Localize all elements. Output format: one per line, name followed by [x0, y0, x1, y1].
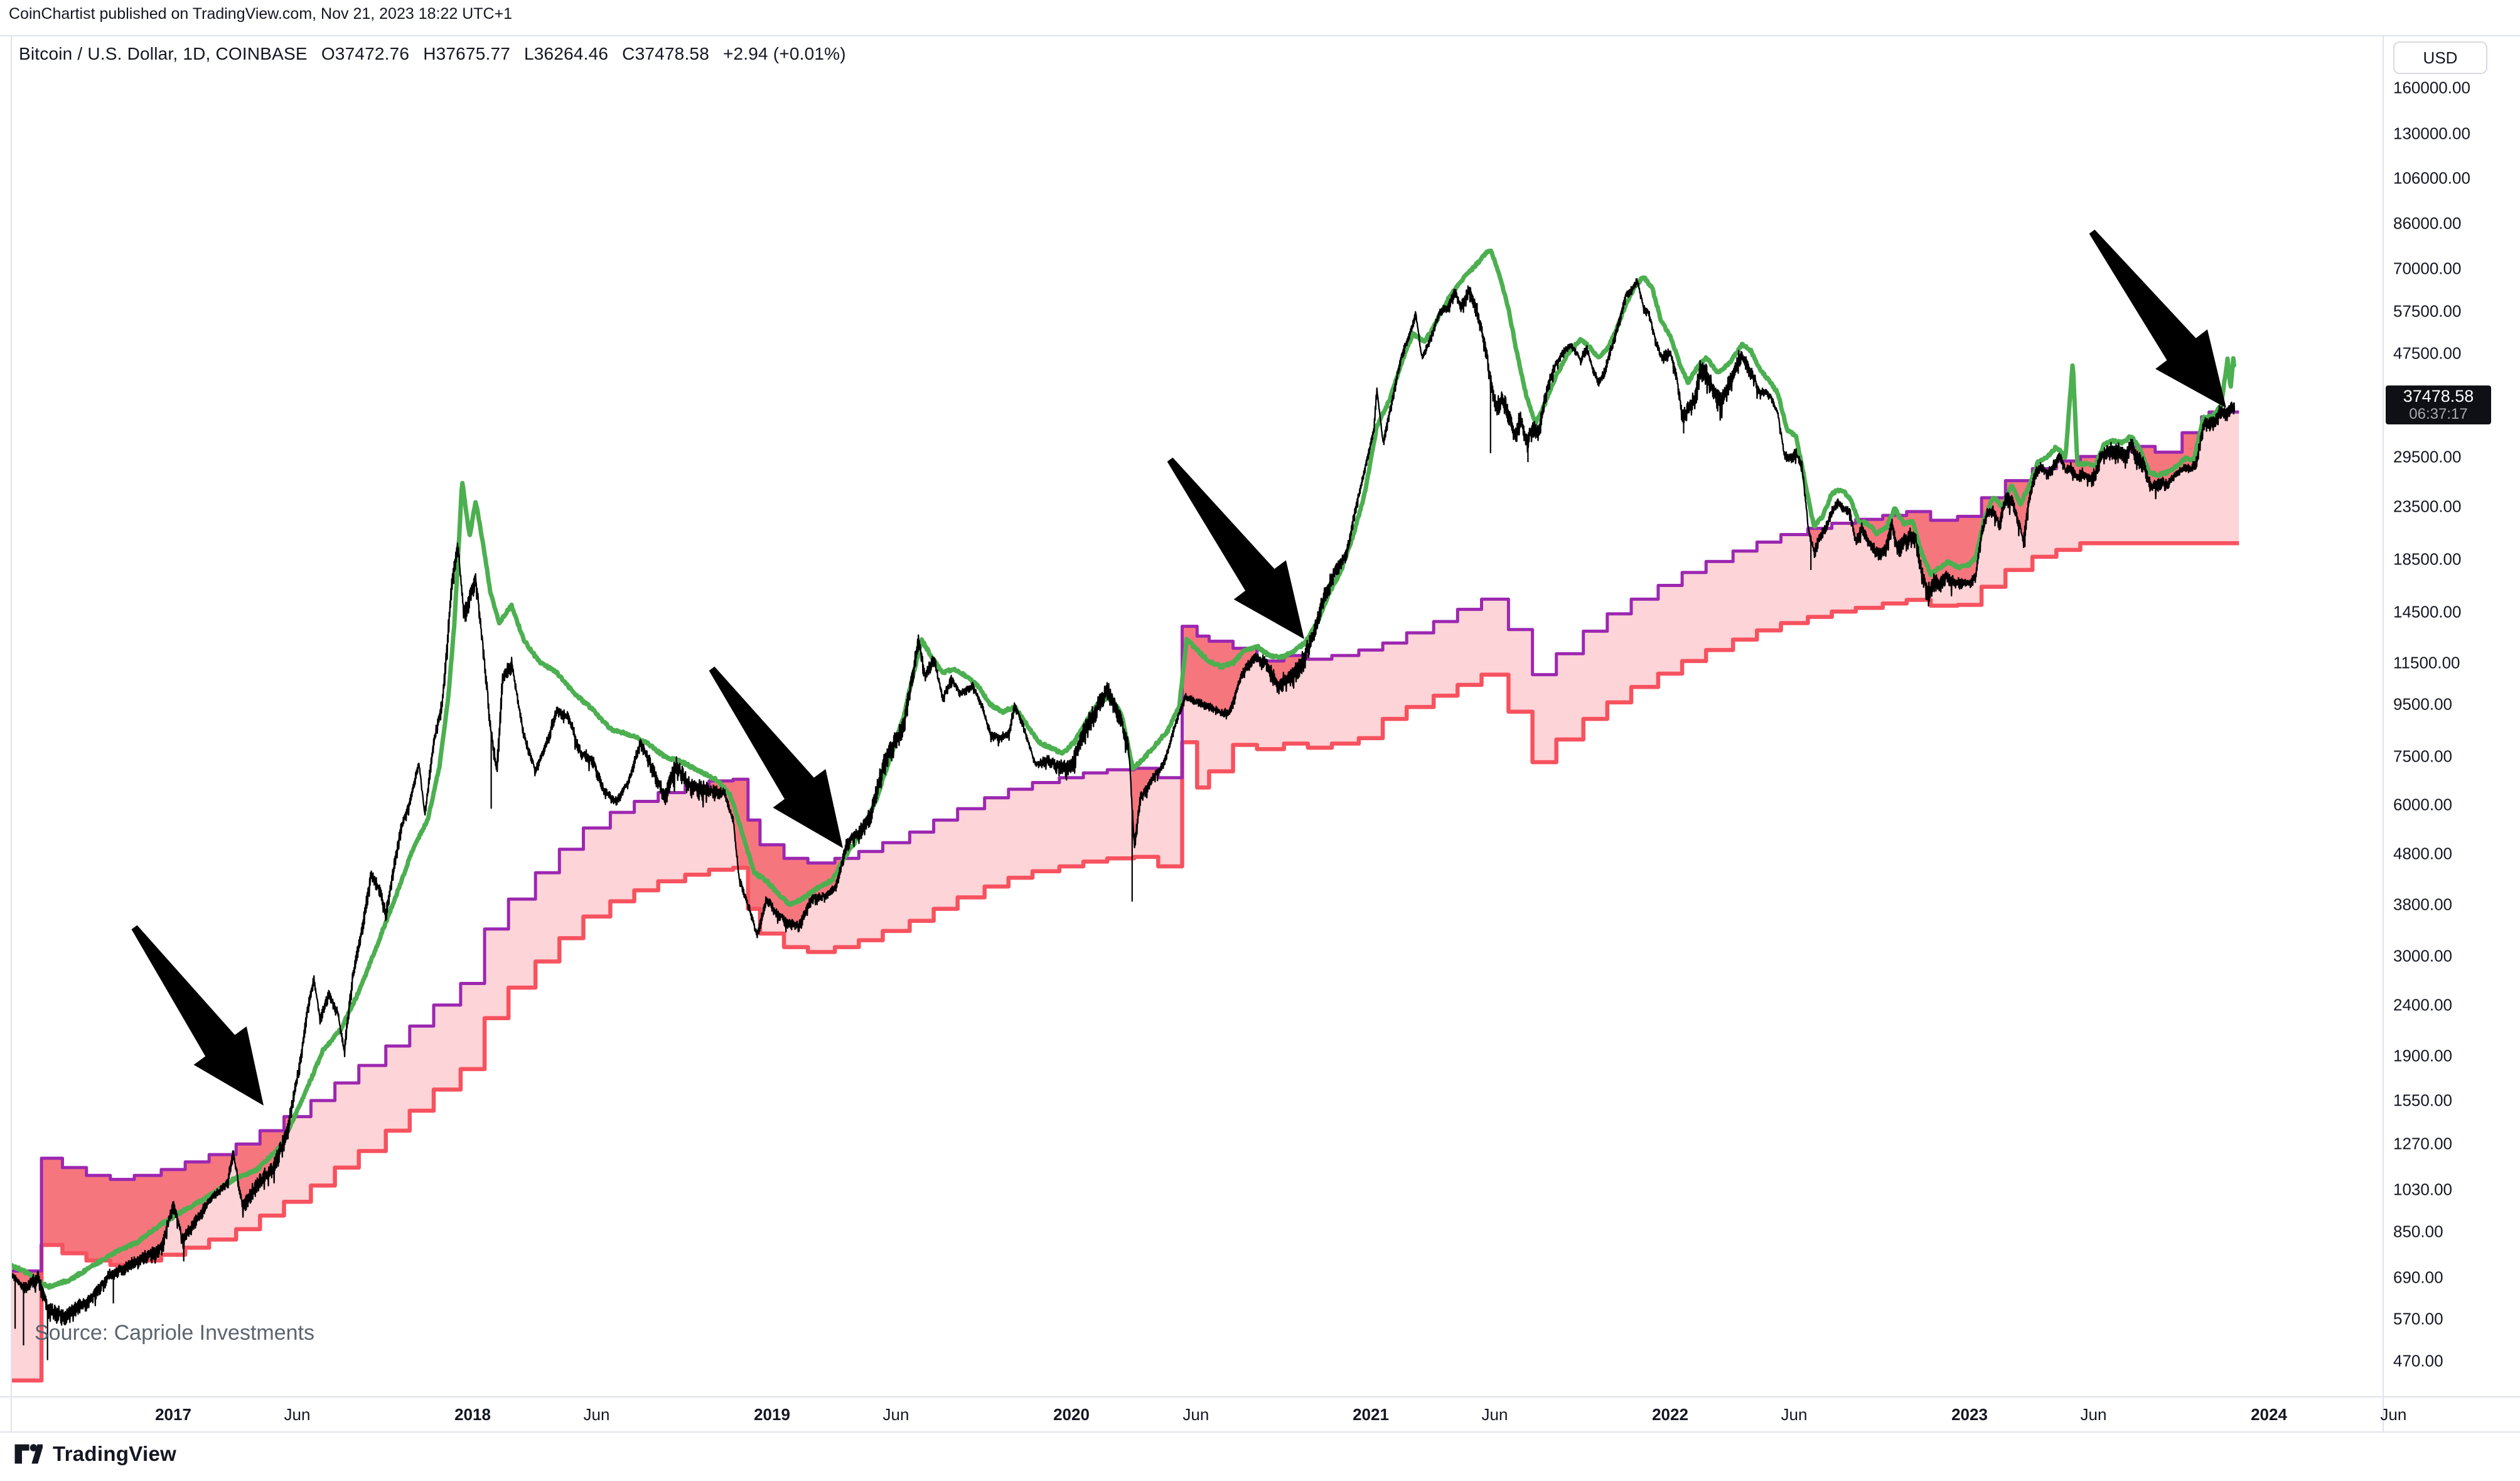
- time-axis-month-label: Jun: [1481, 1405, 1508, 1424]
- price-axis-label: 7500.00: [2393, 746, 2452, 766]
- band-lower-line: [11, 541, 2239, 1383]
- time-axis-year-label: 2021: [1353, 1405, 1389, 1424]
- currency-toggle-button[interactable]: USD: [2393, 41, 2487, 74]
- price-axis-label: 2400.00: [2393, 995, 2452, 1015]
- ohlc-open: O37472.76: [321, 44, 410, 63]
- price-axis-label: 1270.00: [2393, 1134, 2452, 1153]
- price-axis-label: 160000.00: [2393, 78, 2470, 97]
- tradingview-footer[interactable]: TradingView: [14, 1441, 176, 1467]
- price-axis-label: 1550.00: [2393, 1091, 2452, 1110]
- annotation-arrow[interactable]: [2089, 229, 2226, 408]
- price-axis-label: 3800.00: [2393, 895, 2452, 914]
- time-axis-month-label: Jun: [1182, 1405, 1209, 1424]
- price-axis-label: 850.00: [2393, 1222, 2443, 1241]
- price-axis-label: 11500.00: [2393, 653, 2460, 672]
- annotation-arrow[interactable]: [1167, 457, 1304, 639]
- price-line: [11, 277, 2236, 1326]
- price-axis-label: 1900.00: [2393, 1046, 2452, 1065]
- price-axis-label: 70000.00: [2393, 259, 2462, 278]
- price-axis-label: 4800.00: [2393, 844, 2452, 863]
- time-axis-month-label: Jun: [882, 1405, 909, 1424]
- price-axis-label: 29500.00: [2393, 447, 2462, 466]
- published-byline: CoinChartist published on TradingView.co…: [9, 5, 513, 23]
- ohlc-change: +2.94 (+0.01%): [722, 44, 846, 63]
- price-axis-label: 130000.00: [2393, 124, 2470, 143]
- source-attribution: Source: Capriole Investments: [35, 1321, 314, 1345]
- tradingview-logo-icon: [14, 1444, 43, 1464]
- symbol-info-row: Bitcoin / U.S. Dollar, 1D, COINBASE O374…: [19, 44, 846, 64]
- time-axis-month-label: Jun: [2380, 1405, 2407, 1424]
- price-axis-label: 106000.00: [2393, 168, 2470, 187]
- last-price-badge: 37478.58 06:37:17: [2386, 385, 2491, 424]
- time-axis-year-label: 2024: [2251, 1405, 2287, 1424]
- ohlc-low: L36264.46: [524, 44, 609, 63]
- time-axis-year-label: 2020: [1053, 1405, 1090, 1424]
- time-axis-year-label: 2023: [1951, 1405, 1988, 1424]
- price-axis-label: 18500.00: [2393, 549, 2462, 569]
- last-price-value: 37478.58: [2403, 387, 2474, 406]
- time-axis-month-label: Jun: [583, 1405, 610, 1424]
- time-axis-month-label: Jun: [1781, 1405, 1808, 1424]
- ohlc-high: H37675.77: [423, 44, 510, 63]
- price-axis-label: 6000.00: [2393, 795, 2452, 814]
- annotation-arrow[interactable]: [131, 925, 264, 1106]
- band-fill-pink: [11, 412, 2239, 1381]
- annotation-arrow[interactable]: [709, 666, 843, 848]
- price-axis-label: 86000.00: [2393, 213, 2462, 233]
- price-axis-label: 690.00: [2393, 1268, 2443, 1286]
- price-axis-label: 57500.00: [2393, 301, 2462, 321]
- price-axis-label: 47500.00: [2393, 343, 2462, 363]
- bar-countdown-timer: 06:37:17: [2409, 405, 2468, 423]
- ohlc-close: C37478.58: [622, 44, 709, 63]
- time-axis-year-label: 2018: [454, 1405, 491, 1424]
- tradingview-brand-text: TradingView: [53, 1442, 177, 1465]
- price-axis-label: 470.00: [2393, 1351, 2443, 1371]
- time-axis-month-label: Jun: [2080, 1405, 2107, 1424]
- price-axis-label: 14500.00: [2393, 602, 2462, 622]
- price-axis-label: 23500.00: [2393, 497, 2462, 516]
- time-axis-year-label: 2017: [155, 1405, 191, 1424]
- time-axis-year-label: 2022: [1652, 1405, 1688, 1424]
- energy-value-line: [11, 249, 2236, 1290]
- symbol-title[interactable]: Bitcoin / U.S. Dollar, 1D, COINBASE: [19, 44, 308, 63]
- price-axis-label: 570.00: [2393, 1309, 2443, 1328]
- time-axis-month-label: Jun: [284, 1405, 311, 1424]
- price-axis-label: 3000.00: [2393, 946, 2452, 966]
- time-axis-year-label: 2019: [754, 1405, 790, 1424]
- price-axis-label: 1030.00: [2393, 1180, 2452, 1199]
- price-axis-label: 9500.00: [2393, 694, 2452, 714]
